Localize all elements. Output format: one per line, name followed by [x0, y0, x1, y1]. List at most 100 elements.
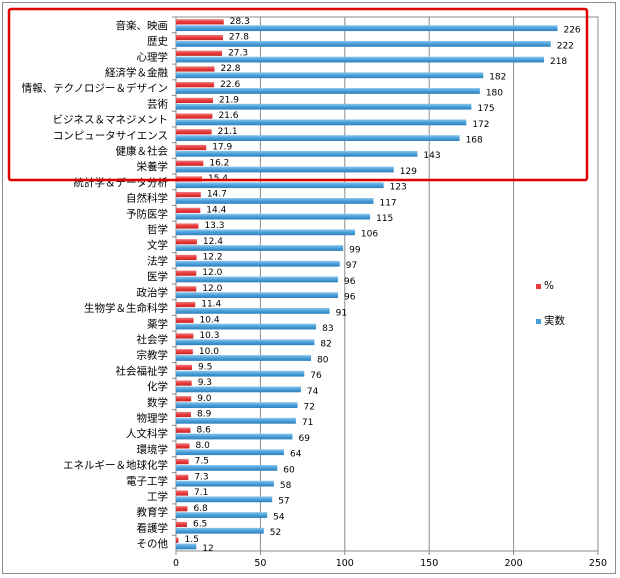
bar-percent — [176, 19, 224, 25]
category-label: その他 — [137, 537, 169, 550]
bar-percent — [176, 396, 192, 402]
category-label: 哲学 — [147, 223, 168, 236]
legend-label: % — [544, 280, 554, 292]
category-label: 文学 — [147, 239, 168, 252]
bar-count — [176, 480, 274, 487]
bar-percent — [176, 192, 201, 198]
bar-count — [176, 417, 296, 424]
data-label-count: 222 — [557, 41, 574, 51]
data-label-count: 91 — [336, 308, 347, 318]
data-label-percent: 28.3 — [230, 17, 250, 27]
category-label: 生物学＆生命科学 — [84, 302, 168, 315]
data-label-percent: 12.0 — [202, 284, 222, 294]
bar-percent — [176, 50, 223, 56]
category-label: 健康＆社会 — [116, 145, 169, 158]
bar-percent — [176, 317, 194, 323]
data-label-percent: 27.3 — [228, 48, 248, 58]
data-label-percent: 7.3 — [194, 472, 208, 482]
bar-count — [176, 166, 394, 173]
bar-count — [176, 260, 340, 267]
highlight-box — [7, 7, 589, 182]
data-label-percent: 17.9 — [212, 143, 232, 153]
data-label-percent: 12.0 — [202, 268, 222, 278]
data-label-percent: 10.4 — [200, 315, 220, 325]
category-label: 自然科学 — [126, 192, 168, 205]
data-label-percent: 6.8 — [193, 504, 208, 514]
x-tick-label: 150 — [420, 558, 438, 569]
category-label: 宗教学 — [137, 349, 169, 362]
bar-percent — [176, 427, 191, 433]
data-label-count: 226 — [563, 26, 580, 36]
data-label-percent: 22.6 — [220, 80, 240, 90]
x-tick-label: 0 — [173, 558, 179, 569]
data-label-count: 115 — [376, 214, 393, 224]
bar-percent — [176, 506, 188, 512]
bar-percent — [176, 144, 207, 151]
data-label-count: 96 — [344, 277, 356, 287]
bar-count — [176, 543, 197, 550]
data-label-count: 52 — [270, 528, 281, 538]
bar-percent — [176, 411, 192, 418]
bar-count — [176, 496, 273, 503]
category-label: 予防医学 — [126, 207, 168, 220]
bar-percent — [176, 349, 193, 355]
category-label: 電子工学 — [126, 474, 168, 487]
bar-count — [176, 512, 268, 518]
bar-percent — [176, 301, 196, 308]
bar-percent — [176, 254, 197, 261]
bar-count — [176, 245, 344, 251]
bar-count — [176, 72, 484, 79]
bar-count — [176, 103, 472, 110]
bar-percent — [176, 443, 190, 449]
category-label: 人文科学 — [126, 427, 168, 440]
data-label-count: 172 — [472, 120, 489, 130]
data-label-percent: 14.4 — [206, 205, 226, 215]
bar-percent — [176, 364, 193, 370]
data-label-percent: 8.6 — [197, 425, 212, 435]
category-label: 数学 — [147, 396, 168, 409]
category-label: 法学 — [147, 254, 168, 267]
data-label-count: 76 — [310, 371, 322, 381]
category-label: 統計学＆データ分析 — [74, 176, 169, 189]
data-label-count: 74 — [307, 387, 319, 397]
category-label: 芸術 — [147, 97, 168, 110]
category-label: 心理学 — [137, 50, 169, 63]
bar-count — [176, 276, 339, 283]
bar-count — [176, 323, 317, 330]
bar-percent — [176, 537, 179, 543]
bar-count — [176, 213, 371, 220]
legend-swatch — [536, 284, 541, 289]
data-label-percent: 9.0 — [197, 394, 212, 404]
bar-count — [176, 465, 278, 471]
category-label: エネルギー＆地球化学 — [63, 459, 168, 472]
data-label-count: 143 — [423, 151, 440, 161]
bar-count — [176, 292, 339, 299]
category-label: 経済学＆金融 — [105, 66, 168, 79]
data-label-count: 182 — [489, 73, 506, 83]
bar-percent — [176, 286, 197, 292]
data-label-count: 71 — [302, 418, 313, 428]
data-label-count: 12 — [202, 544, 213, 554]
bar-percent — [176, 66, 215, 72]
data-label-percent: 13.3 — [204, 221, 224, 231]
data-label-percent: 6.5 — [193, 520, 207, 530]
category-label: 政治学 — [137, 286, 169, 299]
bar-percent — [176, 113, 213, 119]
category-label: 看護学 — [137, 521, 169, 534]
category-label: 情報、テクノロジー＆デザイン — [22, 82, 168, 95]
bar-percent — [176, 207, 201, 213]
bar-percent — [176, 160, 204, 166]
data-label-percent: 21.1 — [218, 127, 238, 137]
data-label-percent: 12.4 — [203, 237, 223, 247]
data-label-percent: 16.2 — [209, 158, 229, 168]
x-tick-label: 250 — [589, 558, 607, 569]
data-label-count: 72 — [304, 402, 315, 412]
data-label-count: 83 — [322, 324, 333, 334]
data-label-percent: 7.5 — [195, 457, 209, 467]
data-label-count: 97 — [346, 261, 357, 271]
bar-percent — [176, 129, 212, 135]
bar-percent — [176, 34, 223, 41]
data-label-percent: 10.3 — [199, 331, 219, 341]
data-label-percent: 11.4 — [201, 300, 221, 310]
